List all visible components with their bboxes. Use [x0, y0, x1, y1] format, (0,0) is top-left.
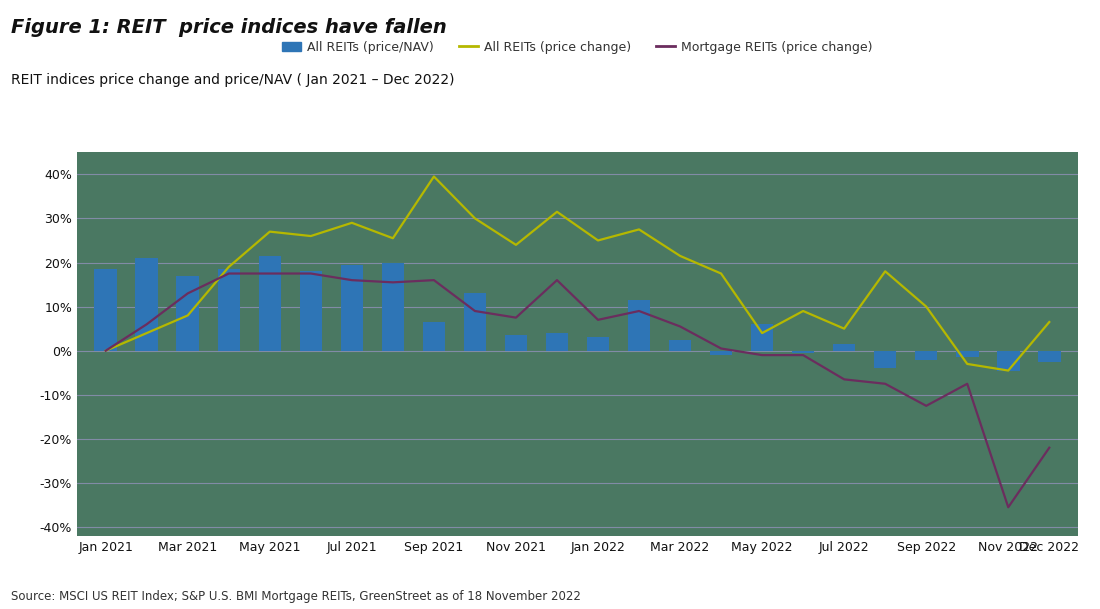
Bar: [505, 336, 527, 351]
Bar: [997, 351, 1020, 370]
Text: Source: MSCI US REIT Index; S&P U.S. BMI Mortgage REITs, GreenStreet as of 18 No: Source: MSCI US REIT Index; S&P U.S. BMI…: [11, 590, 581, 603]
Bar: [792, 351, 814, 353]
Bar: [710, 351, 733, 355]
Bar: [586, 337, 609, 351]
Legend: All REITs (price/NAV), All REITs (price change), Mortgage REITs (price change): All REITs (price/NAV), All REITs (price …: [277, 36, 878, 58]
Bar: [218, 269, 240, 351]
Bar: [176, 276, 199, 351]
Bar: [546, 333, 569, 351]
Bar: [915, 351, 937, 359]
Bar: [751, 324, 773, 351]
Bar: [669, 340, 691, 351]
Bar: [956, 351, 979, 357]
Text: REIT indices price change and price/NAV ( Jan 2021 – Dec 2022): REIT indices price change and price/NAV …: [11, 73, 454, 87]
Text: Figure 1: REIT  price indices have fallen: Figure 1: REIT price indices have fallen: [11, 18, 447, 37]
Bar: [341, 265, 363, 351]
Bar: [1038, 351, 1060, 362]
Bar: [628, 300, 650, 351]
Bar: [95, 269, 117, 351]
Bar: [135, 258, 158, 351]
Bar: [258, 256, 282, 351]
Bar: [299, 272, 322, 351]
Bar: [422, 322, 446, 351]
Bar: [873, 351, 896, 368]
Bar: [382, 262, 404, 351]
Bar: [464, 294, 486, 351]
Bar: [833, 344, 856, 351]
